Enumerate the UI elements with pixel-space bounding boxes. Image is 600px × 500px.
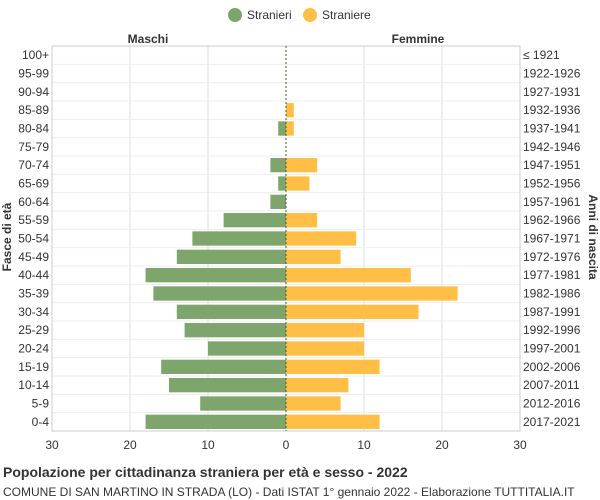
x-tick-label: 0 [283, 438, 290, 452]
bar-males [223, 213, 286, 228]
x-tick-label: 10 [201, 438, 215, 452]
birth-year-label: ≤ 1921 [523, 48, 560, 62]
bar-males [145, 268, 286, 283]
bar-females [286, 286, 458, 301]
birth-year-label: 1987-1991 [523, 305, 581, 319]
age-group-label: 5-9 [32, 397, 50, 411]
bar-females [286, 231, 357, 246]
age-group-label: 100+ [22, 48, 49, 62]
legend-label-females: Straniere [322, 8, 371, 22]
bar-females [286, 414, 380, 429]
age-group-label: 50-54 [18, 232, 49, 246]
bar-females [286, 176, 310, 191]
bar-males [192, 231, 286, 246]
legend-label-males: Stranieri [247, 8, 292, 22]
age-group-label: 60-64 [18, 195, 49, 209]
age-group-label: 20-24 [18, 342, 49, 356]
age-group-label: 15-19 [18, 360, 49, 374]
chart-title: Popolazione per cittadinanza straniera p… [3, 464, 408, 480]
birth-year-label: 1977-1981 [523, 268, 581, 282]
right-header: Femmine [392, 32, 445, 46]
bar-females [286, 121, 294, 136]
age-group-label: 70-74 [18, 158, 49, 172]
bar-males [145, 414, 286, 429]
birth-year-label: 1992-1996 [523, 323, 581, 337]
bar-males [270, 158, 286, 173]
bar-males [278, 176, 286, 191]
birth-year-label: 2007-2011 [523, 378, 580, 392]
bar-females [286, 359, 380, 374]
birth-year-label: 2002-2006 [523, 360, 581, 374]
age-group-label: 55-59 [18, 213, 49, 227]
birth-year-label: 1952-1956 [523, 177, 581, 191]
birth-year-label: 1972-1976 [523, 250, 581, 264]
age-group-label: 80-84 [18, 122, 49, 136]
age-group-label: 10-14 [18, 378, 49, 392]
birth-year-label: 1947-1951 [523, 158, 581, 172]
legend[interactable]: Stranieri Straniere [228, 8, 371, 22]
age-group-label: 35-39 [18, 287, 49, 301]
birth-year-label: 1937-1941 [523, 122, 581, 136]
legend-marker-females [303, 8, 317, 22]
y-axis-title-left: Fasce di età [0, 202, 14, 271]
chart-subtitle: COMUNE DI SAN MARTINO IN STRADA (LO) - D… [3, 485, 575, 499]
age-group-label: 25-29 [18, 323, 49, 337]
age-group-label: 85-89 [18, 103, 49, 117]
bar-males [278, 121, 286, 136]
bar-females [286, 396, 341, 411]
birth-year-label: 1932-1936 [523, 103, 581, 117]
age-group-label: 0-4 [32, 415, 50, 429]
birth-year-label: 1922-1926 [523, 67, 581, 81]
x-tick-label: 30 [45, 438, 59, 452]
bar-females [286, 249, 341, 264]
birth-year-label: 1967-1971 [523, 232, 581, 246]
birth-year-label: 1982-1986 [523, 287, 581, 301]
bar-females [286, 378, 349, 393]
birth-year-label: 1957-1961 [523, 195, 581, 209]
x-tick-label: 20 [435, 438, 449, 452]
bar-females [286, 158, 318, 173]
bar-females [286, 213, 318, 228]
birth-year-label: 2012-2016 [523, 397, 581, 411]
age-group-label: 75-79 [18, 140, 49, 154]
age-group-label: 90-94 [18, 85, 49, 99]
age-group-label: 65-69 [18, 177, 49, 191]
bar-males [176, 249, 286, 264]
age-group-labels: 100+ 95-99 90-94 85-89 80-84 75-79 70-74 65-69 6… [18, 48, 49, 429]
bar-females [286, 341, 364, 356]
left-header: Maschi [128, 32, 169, 46]
age-group-label: 40-44 [18, 268, 49, 282]
birth-year-label: 2017-2021 [523, 415, 581, 429]
age-group-label: 30-34 [18, 305, 49, 319]
age-group-label: 45-49 [18, 250, 49, 264]
age-group-label: 95-99 [18, 67, 49, 81]
bar-males [169, 378, 286, 393]
bar-females [286, 304, 419, 319]
x-tick-label: 30 [513, 438, 527, 452]
bar-females [286, 268, 411, 283]
bar-males [153, 286, 286, 301]
birth-year-label: 1942-1946 [523, 140, 581, 154]
bar-males [184, 323, 286, 338]
bar-males [176, 304, 286, 319]
bar-males [161, 359, 286, 374]
birth-year-label: 1927-1931 [523, 85, 581, 99]
bar-females [286, 103, 294, 118]
birth-year-labels: ≤ 1921 1922-1926 1927-1931 1932-1936 1937-19… [523, 48, 581, 429]
bar-males [208, 341, 286, 356]
bar-males [200, 396, 286, 411]
bars [145, 46, 458, 431]
x-tick-label: 10 [357, 438, 371, 452]
y-axis-title-right: Anni di nascita [586, 194, 600, 280]
x-tick-labels: 30 20 10 0 10 20 30 [45, 438, 527, 452]
bar-males [270, 194, 286, 209]
bar-females [286, 323, 364, 338]
x-tick-label: 20 [123, 438, 137, 452]
birth-year-label: 1997-2001 [523, 342, 581, 356]
legend-marker-males [228, 8, 242, 22]
birth-year-label: 1962-1966 [523, 213, 581, 227]
